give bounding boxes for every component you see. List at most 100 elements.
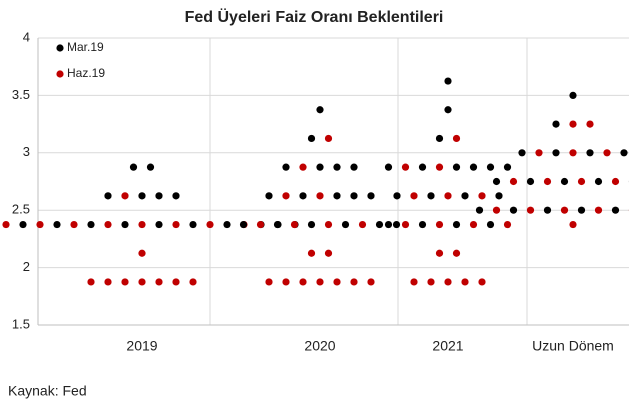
dot <box>543 206 552 214</box>
dot <box>307 134 316 143</box>
dot <box>603 149 611 157</box>
dot <box>569 91 577 99</box>
dot <box>384 220 393 229</box>
x-tick-label: 2019 <box>126 338 157 354</box>
y-tick-label: 3.5 <box>12 87 30 102</box>
dot <box>611 177 620 186</box>
dot <box>577 206 586 214</box>
dot <box>53 220 61 229</box>
dot <box>560 177 569 186</box>
dot <box>552 149 560 157</box>
y-tick-label: 3 <box>23 144 30 159</box>
dot <box>461 192 469 200</box>
legend-marker <box>56 70 64 78</box>
dot <box>104 192 112 200</box>
dot <box>435 134 444 143</box>
dot <box>316 278 324 286</box>
dot <box>444 192 452 200</box>
dot <box>418 220 427 229</box>
dot <box>146 163 155 171</box>
dot <box>435 220 444 229</box>
dot <box>478 192 486 200</box>
dot <box>19 220 27 229</box>
dot <box>223 220 231 229</box>
dot <box>350 192 358 200</box>
dot <box>435 163 444 171</box>
dot <box>469 163 478 171</box>
dot <box>273 220 282 229</box>
dot <box>611 206 620 214</box>
dot <box>70 220 78 229</box>
dot <box>620 149 628 157</box>
dot <box>577 177 586 186</box>
dot <box>282 163 290 171</box>
dot <box>594 177 603 186</box>
dot <box>469 220 478 229</box>
dot <box>367 192 375 200</box>
dot <box>427 192 435 200</box>
dot <box>401 220 410 229</box>
dot <box>452 163 461 171</box>
dot <box>410 278 418 286</box>
dot <box>87 278 95 286</box>
dot <box>265 192 273 200</box>
dot <box>509 177 518 186</box>
dot <box>560 206 569 214</box>
dot <box>350 163 358 171</box>
dot <box>444 77 452 85</box>
dot <box>129 163 138 171</box>
legend-label: Mar.19 <box>67 40 104 54</box>
source-note: Kaynak: Fed <box>8 383 87 399</box>
dot <box>569 220 577 229</box>
dot <box>2 220 10 229</box>
dot <box>535 149 543 157</box>
dot <box>138 192 146 200</box>
dot <box>155 192 163 200</box>
dot <box>333 278 341 286</box>
dot <box>138 278 146 286</box>
dot <box>138 249 146 257</box>
dot <box>299 278 307 286</box>
dot <box>509 206 518 214</box>
dot <box>410 192 418 200</box>
dot <box>307 220 316 229</box>
dot <box>324 249 333 257</box>
dot <box>503 163 512 171</box>
y-tick-label: 1.5 <box>12 316 30 331</box>
dot <box>461 278 469 286</box>
dot <box>444 106 452 114</box>
dot <box>594 206 603 214</box>
dot <box>256 220 265 229</box>
dot <box>350 278 358 286</box>
dot <box>384 163 393 171</box>
legend-marker <box>56 44 64 52</box>
dot <box>316 192 324 200</box>
dot <box>316 163 324 171</box>
dot <box>375 220 384 229</box>
dot <box>104 278 112 286</box>
dot <box>282 192 290 200</box>
dot <box>333 192 341 200</box>
dot <box>569 149 577 157</box>
dot <box>290 220 299 229</box>
legend-label: Haz.19 <box>67 66 105 80</box>
dot <box>495 192 503 200</box>
y-tick-label: 4 <box>23 29 30 44</box>
dot <box>299 163 307 171</box>
dot <box>239 220 248 229</box>
dot <box>401 163 410 171</box>
dot <box>486 220 495 229</box>
dot <box>492 206 501 214</box>
dot <box>492 177 501 186</box>
dot <box>392 220 401 229</box>
dot <box>206 220 214 229</box>
dot <box>526 177 535 186</box>
dot <box>393 192 401 200</box>
dot <box>282 278 290 286</box>
dot <box>444 278 452 286</box>
dot <box>299 192 307 200</box>
dot <box>452 220 461 229</box>
dot <box>543 177 552 186</box>
dot <box>121 220 129 229</box>
